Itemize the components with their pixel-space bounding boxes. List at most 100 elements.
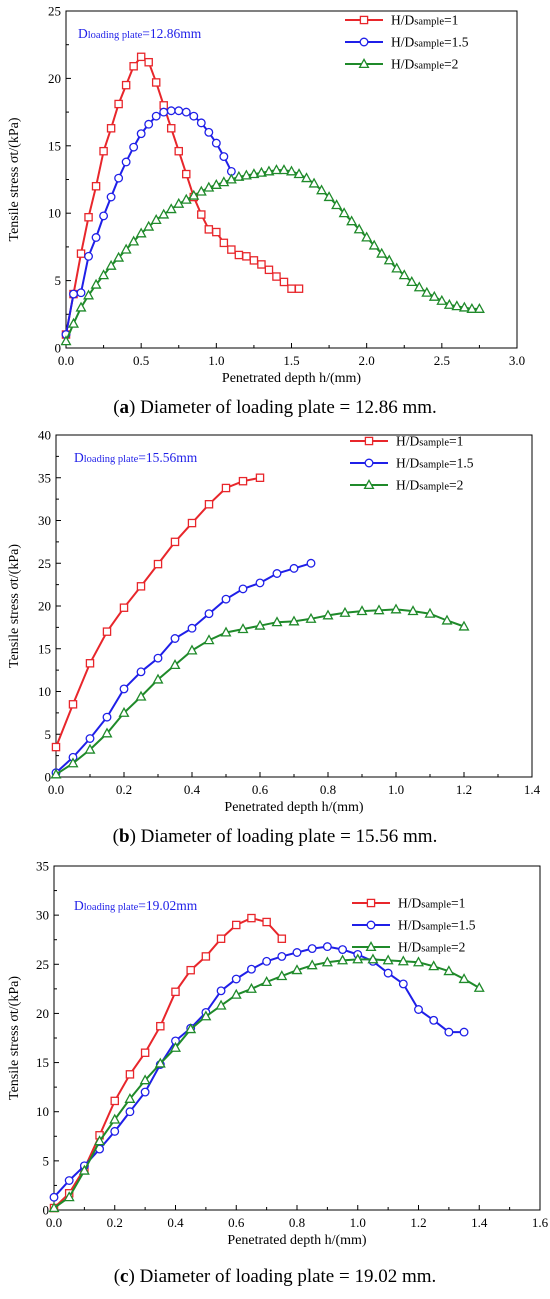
data-point-c-2 [307, 944, 317, 954]
y-tick-label-b: 25 [38, 556, 51, 571]
data-point-a-2 [99, 211, 109, 221]
y-axis-label-b: Tensile stress σt/(kPa) [7, 544, 22, 668]
data-point-c-3 [109, 1113, 121, 1124]
data-point-b-2 [136, 667, 146, 677]
legend-label-sub: sample [421, 900, 451, 911]
data-point-c-2 [140, 1087, 150, 1097]
legend-label-main: H/D [396, 434, 420, 449]
data-point-b-3 [135, 690, 147, 701]
data-point-b-2 [153, 653, 163, 663]
data-point-c-1 [156, 1021, 165, 1031]
data-point-a-3 [451, 300, 463, 311]
data-point-a-3 [150, 213, 162, 224]
data-point-a-3 [286, 165, 297, 176]
data-point-a-1 [212, 227, 221, 237]
x-tick-label-c: 0.6 [228, 1215, 245, 1230]
plate-annotation-main-b: D [74, 450, 84, 465]
y-tick-label-c: 15 [36, 1055, 49, 1070]
data-point-a-2 [129, 142, 139, 152]
data-point-c-3 [215, 999, 227, 1010]
data-point-a-3 [225, 173, 237, 184]
plate-annotation-c: Dloading plate=19.02mm [74, 898, 198, 913]
legend-label-sub: sample [414, 39, 444, 50]
data-point-a-2 [211, 138, 221, 148]
data-point-a-1 [182, 169, 191, 179]
data-point-b-3 [220, 626, 232, 637]
data-point-b-2 [204, 609, 214, 619]
data-point-c-1 [262, 917, 271, 927]
data-point-a-3 [68, 317, 80, 328]
x-tick-label-c: 0.8 [289, 1215, 305, 1230]
caption-c: (c) Diameter of loading plate = 19.02 mm… [113, 1266, 437, 1287]
data-point-a-3 [248, 168, 260, 179]
data-point-b-1 [136, 582, 146, 591]
legend-label-b-1: H/Dsample=1 [396, 434, 463, 449]
legend-marker-c-1 [366, 898, 376, 908]
data-point-a-3 [391, 262, 403, 273]
data-point-a-3 [406, 275, 418, 286]
x-tick-label-a: 2.5 [434, 353, 450, 368]
legend-label-c-1: H/Dsample=1 [398, 896, 465, 911]
data-point-a-1 [227, 245, 236, 254]
data-point-a-1 [219, 238, 229, 248]
x-tick-label-b: 1.0 [388, 782, 404, 797]
data-point-b-2 [187, 623, 197, 633]
data-point-a-3 [60, 335, 72, 346]
y-tick-label-a: 0 [55, 341, 62, 356]
data-point-a-1 [204, 225, 214, 234]
y-tick-label-b: 40 [38, 428, 51, 443]
legend-label-sub: sample [414, 61, 444, 72]
data-point-b-1 [221, 483, 231, 493]
legend-label-value: =2 [449, 478, 463, 493]
x-tick-label-b: 0.8 [320, 782, 336, 797]
data-point-a-2 [219, 152, 229, 162]
data-point-a-3 [270, 164, 282, 175]
chart-a-svg: 0.0 0.5 1.0 1.5 2.0 2.5 3.0 0 5 10 15 20 25 Penetrate… [7, 4, 525, 387]
data-point-c-3 [321, 956, 333, 967]
data-point-b-3 [373, 604, 385, 615]
data-point-c-2 [231, 974, 241, 984]
data-point-b-3 [237, 623, 249, 634]
data-point-c-3 [261, 976, 273, 987]
data-point-a-2 [84, 251, 93, 261]
data-point-a-3 [398, 269, 410, 280]
x-tick-label-a: 2.0 [359, 353, 375, 368]
data-point-b-3 [118, 706, 130, 717]
data-point-c-2 [322, 942, 332, 952]
legend-label-main: H/D [398, 918, 422, 933]
legend-label-a-2: H/Dsample=1.5 [391, 35, 469, 50]
data-point-a-3 [158, 208, 170, 219]
data-point-c-2 [414, 1005, 423, 1014]
data-point-c-3 [139, 1074, 151, 1085]
data-point-c-3 [276, 970, 288, 981]
series-line-c-2 [53, 945, 465, 1198]
data-point-a-1 [257, 260, 266, 269]
data-point-a-1 [99, 146, 108, 156]
x-tick-label-a: 0.5 [133, 353, 149, 368]
legend-label-main: H/D [391, 57, 415, 72]
y-axis-label-c: Tensile stress σt/(kPa) [7, 976, 22, 1100]
data-point-a-3 [180, 193, 192, 204]
legend-label-c-2: H/Dsample=1.5 [398, 918, 476, 933]
data-point-a-3 [120, 243, 132, 254]
data-point-a-3 [308, 177, 320, 188]
data-point-a-2 [174, 106, 184, 116]
legend-label-value: =1 [449, 434, 463, 449]
data-point-a-2 [114, 173, 124, 183]
data-point-a-3 [203, 181, 215, 192]
plate-annotation-main-a: D [78, 26, 88, 41]
chart-c-svg: 0.0 0.2 0.4 0.6 0.8 1.0 1.2 1.4 1.6 0 5 10 15 20 25 30 3… [7, 859, 549, 1249]
legend-label-main: H/D [396, 478, 420, 493]
data-point-a-3 [301, 172, 313, 183]
series-line-b-2 [55, 562, 312, 774]
data-point-b-2 [85, 734, 95, 743]
plate-annotation-value-a: =12.86mm [142, 26, 201, 41]
legend-marker-c-2 [366, 920, 376, 930]
data-point-a-3 [346, 215, 358, 226]
data-point-a-3 [90, 278, 102, 289]
data-point-b-2 [255, 578, 265, 588]
legend-marker-b-3 [363, 479, 375, 490]
x-tick-label-b: 0.0 [48, 782, 64, 797]
data-point-c-2 [444, 1027, 454, 1037]
data-point-b-2 [102, 712, 112, 722]
